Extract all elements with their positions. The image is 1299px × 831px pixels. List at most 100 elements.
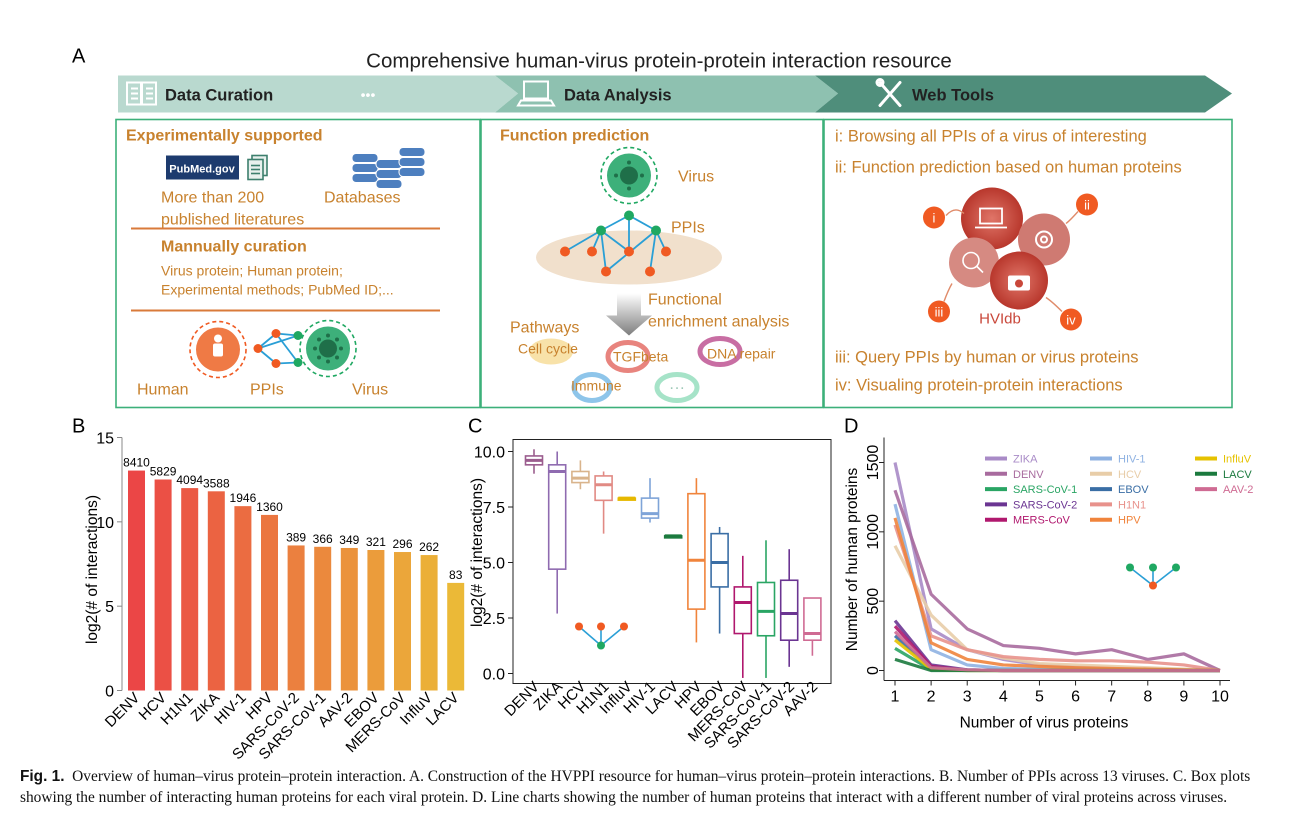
analysis-heading: Function prediction [500, 128, 649, 145]
databases-label: Databases [324, 190, 401, 207]
chart-c-inset-icon [575, 622, 628, 650]
chart-c-boxes: DENVZIKAHCVH1N1InfluVHIV-1LACVHPVEBOVMER… [501, 449, 822, 752]
functional-label-1: Functional [648, 292, 722, 309]
chart-d-xtick-label: 10 [1211, 689, 1229, 706]
chart-b-bar-label: 1946 [230, 491, 257, 505]
chart-c-frame [512, 439, 832, 684]
chart-b-bar [447, 582, 465, 691]
chart-d-xtick-label: 1 [891, 689, 900, 706]
chart-d-xlabel: Number of virus proteins [960, 715, 1129, 732]
chart-c-box [733, 586, 753, 635]
chart-b-bar-label: 366 [313, 532, 333, 546]
badge-ii: ii [1084, 198, 1090, 213]
human-label: Human [137, 382, 189, 399]
stage-arrow-3 [815, 75, 1232, 113]
ppis-label: PPIs [250, 382, 284, 399]
panel-letter-d: D [844, 416, 858, 438]
panel-c: C log2(# of interactions) 0.0 2.5 5.0 7.5 10… [468, 416, 832, 752]
panel-a-title: Comprehensive human-virus protein-protei… [366, 50, 952, 73]
book-icon [126, 81, 157, 106]
chart-d-xtick-label: 6 [1071, 689, 1080, 706]
caption-text: Overview of human–virus protein–protein … [20, 768, 1251, 806]
chart-d-legend-label: InfluV [1223, 454, 1252, 466]
gear-icon [1035, 230, 1053, 249]
chart-c-ytick-label: 0.0 [483, 667, 505, 684]
chart-b-bar [420, 555, 438, 691]
chart-d-legend-label: EBOV [1118, 484, 1149, 496]
chart-b-bar [154, 479, 172, 691]
chart-d-legend: ZIKA DENV SARS-CoV-1 SARS-CoV-2 MERS-CoV HIV-… [985, 454, 1253, 527]
more-pathways-label: ··· [669, 380, 685, 397]
chart-b-bar [234, 506, 252, 691]
chart-d-xtick-label: 3 [963, 689, 972, 706]
chart-d-legend-label: ZIKA [1013, 454, 1038, 466]
chart-d-inset-icon [1126, 563, 1180, 590]
chart-b-bar-label: 321 [366, 535, 386, 549]
chart-c-ytick-label: 10.0 [474, 445, 505, 462]
chart-b-bar [340, 547, 358, 691]
chart-d-legend-label: AAV-2 [1223, 484, 1253, 496]
chart-c-ytick-label: 7.5 [483, 500, 505, 517]
analysis-virus-label: Virus [678, 169, 714, 186]
chart-b-bar [287, 545, 305, 691]
dna-repair-label: DNA repair [707, 346, 776, 362]
chart-d-ytick-label: 1000 [865, 514, 882, 550]
stage-label-curation: Data Curation [165, 87, 273, 105]
chart-d-xtick-label: 8 [1143, 689, 1152, 706]
chart-b-bar [128, 470, 145, 691]
chart-d-legend-label: H1N1 [1118, 499, 1146, 511]
chart-b-bar [181, 488, 199, 691]
chart-d-ytick-label: 0 [865, 666, 882, 675]
virus-icon-analysis [614, 160, 644, 191]
hvidb-diagram [923, 187, 1098, 331]
chart-d-axis-ticks: 0 500 1000 1500 1 2 3 4 5 6 7 8 9 10 [865, 445, 1229, 706]
chart-b-bar-label: 83 [449, 568, 463, 582]
chart-b-bar-label: 296 [392, 537, 412, 551]
human-ppi-virus-diagram [189, 319, 357, 379]
chart-d-series-line [893, 489, 1221, 672]
chart-c-ylabel: log2(# of interactions) [469, 478, 486, 627]
tool-item-2: ii: Function prediction based on human p… [835, 159, 1182, 177]
chart-d-series-line [893, 630, 1220, 673]
stage-label-tools: Web Tools [912, 87, 994, 105]
chart-c-box [756, 581, 776, 637]
chart-b-bar-label: 4094 [176, 473, 203, 487]
chart-b-ytick-label: 0 [105, 684, 114, 701]
chart-d-legend-label: HCV [1118, 469, 1142, 481]
caption-label: Fig. 1. [20, 768, 65, 785]
curation-box [115, 118, 481, 409]
panel-b: B log2(# of interactions) 0 5 10 15 8410DEN… [72, 416, 465, 763]
chart-d-series-line [893, 503, 1221, 673]
chart-c-ytick-label: 5.0 [483, 556, 505, 573]
hvidb-label: HVIdb [979, 311, 1021, 328]
chart-b-bar [394, 552, 411, 691]
chart-d-legend-label: SARS-CoV-1 [1013, 484, 1077, 496]
chart-b-ytick-label: 10 [96, 515, 114, 532]
function-prediction-diagram [529, 146, 743, 403]
chart-b-ytick-label: 15 [96, 431, 114, 448]
chart-d-ytick-label: 500 [865, 588, 882, 615]
chart-d-legend-label: LACV [1223, 469, 1252, 481]
chart-d-legend-label: HPV [1118, 515, 1141, 527]
chart-b-bar [261, 514, 278, 691]
stage-arrow-1 [118, 75, 518, 113]
stage-label-analysis: Data Analysis [564, 87, 672, 105]
chart-c-box [779, 579, 799, 642]
panel-letter-c: C [468, 416, 482, 438]
chart-d-legend-label: HIV-1 [1118, 454, 1146, 466]
laptop-icon [516, 80, 556, 107]
chart-d-lines [893, 462, 1221, 673]
chart-b-axis-ticks: 0 5 10 15 [96, 431, 122, 701]
chart-d-series-line [893, 524, 1221, 673]
chart-d-xtick-label: 9 [1179, 689, 1188, 706]
chart-b-ytick-label: 5 [105, 599, 114, 616]
chart-d-xtick-label: 5 [1035, 689, 1044, 706]
chart-c-box [594, 475, 613, 502]
tools-box [823, 118, 1233, 409]
badge-iv: iv [1066, 313, 1076, 328]
stage-ellipsis: ••• [361, 87, 376, 103]
cell-cycle-label: Cell cycle [518, 341, 578, 357]
tools-icon [875, 78, 902, 107]
panel-d: D Number of human proteins Number of vir… [844, 416, 1253, 732]
